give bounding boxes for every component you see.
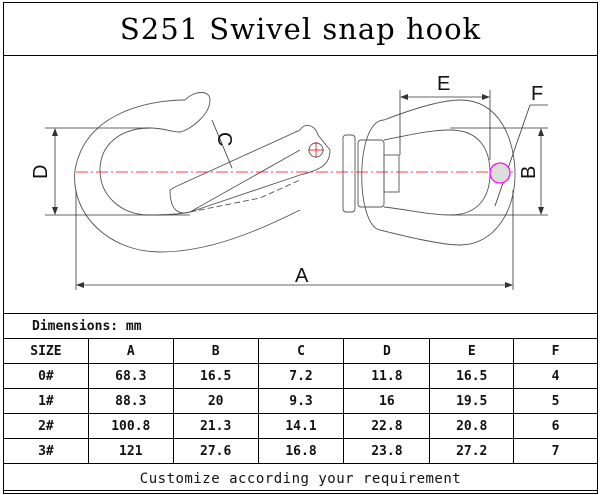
dim-label-c: C xyxy=(213,132,235,146)
hook-inner-outline xyxy=(99,127,301,216)
cell: 16.5 xyxy=(429,363,515,389)
cell: 19.5 xyxy=(429,388,515,414)
header-cell: SIZE xyxy=(3,338,89,364)
cell: 4 xyxy=(513,363,598,389)
cell: 16.8 xyxy=(257,438,345,464)
table-row: 3# 121 27.6 16.8 23.8 27.2 7 xyxy=(3,438,598,464)
header-cell: B xyxy=(172,338,259,364)
cell: 88.3 xyxy=(87,388,174,414)
cell: 9.3 xyxy=(257,388,345,414)
cell: 21.3 xyxy=(172,413,259,439)
cell: 14.1 xyxy=(257,413,345,439)
cell: 27.6 xyxy=(172,438,259,464)
table-row: 0# 68.3 16.5 7.2 11.8 16.5 4 xyxy=(3,363,598,389)
dimensions-table: Dimensions: mm SIZE A B C D E F 0# 68.3 16… xyxy=(3,313,598,494)
cell: 0# xyxy=(3,363,89,389)
swivel-collar xyxy=(342,134,356,213)
cell: 11.8 xyxy=(343,363,431,389)
dim-label-b: B xyxy=(518,166,540,179)
page-title: S251 Swivel snap hook xyxy=(3,2,598,56)
cell: 7.2 xyxy=(257,363,345,389)
header-cell: F xyxy=(513,338,598,364)
gate xyxy=(169,124,331,214)
cell: 6 xyxy=(513,413,598,439)
hook-outer-outline xyxy=(74,99,301,253)
cell: 22.8 xyxy=(343,413,431,439)
header-cell: C xyxy=(257,338,345,364)
header-cell: E xyxy=(429,338,515,364)
hook-tip xyxy=(149,92,211,133)
cell: 20.8 xyxy=(429,413,515,439)
wire-section xyxy=(489,162,511,184)
table-row: 2# 100.8 21.3 14.1 22.8 20.8 6 xyxy=(3,413,598,439)
cell: 68.3 xyxy=(87,363,174,389)
cell: 16.5 xyxy=(172,363,259,389)
customize-note: Customize according your requirement xyxy=(3,463,598,494)
cell: 7 xyxy=(513,438,598,464)
cell: 3# xyxy=(3,438,89,464)
table-row: 1# 88.3 20 9.3 16 19.5 5 xyxy=(3,388,598,414)
cell: 5 xyxy=(513,388,598,414)
cell: 16 xyxy=(343,388,431,414)
header-cell: D xyxy=(343,338,431,364)
table-header-row: SIZE A B C D E F xyxy=(3,338,598,364)
cell: 20 xyxy=(172,388,259,414)
units-label: Dimensions: mm xyxy=(3,313,598,339)
swivel-eye-outer xyxy=(361,99,516,246)
dim-label-f: F xyxy=(531,83,543,105)
cell: 2# xyxy=(3,413,89,439)
cell: 100.8 xyxy=(87,413,174,439)
cell: 27.2 xyxy=(429,438,515,464)
dim-label-d: D xyxy=(30,165,52,179)
dim-label-e: E xyxy=(437,73,450,95)
cell: 121 xyxy=(87,438,174,464)
cell: 1# xyxy=(3,388,89,414)
header-cell: A xyxy=(87,338,174,364)
dim-label-a: A xyxy=(295,265,309,287)
cell: 23.8 xyxy=(343,438,431,464)
snap-hook-drawing: A E F C D B xyxy=(30,73,548,290)
